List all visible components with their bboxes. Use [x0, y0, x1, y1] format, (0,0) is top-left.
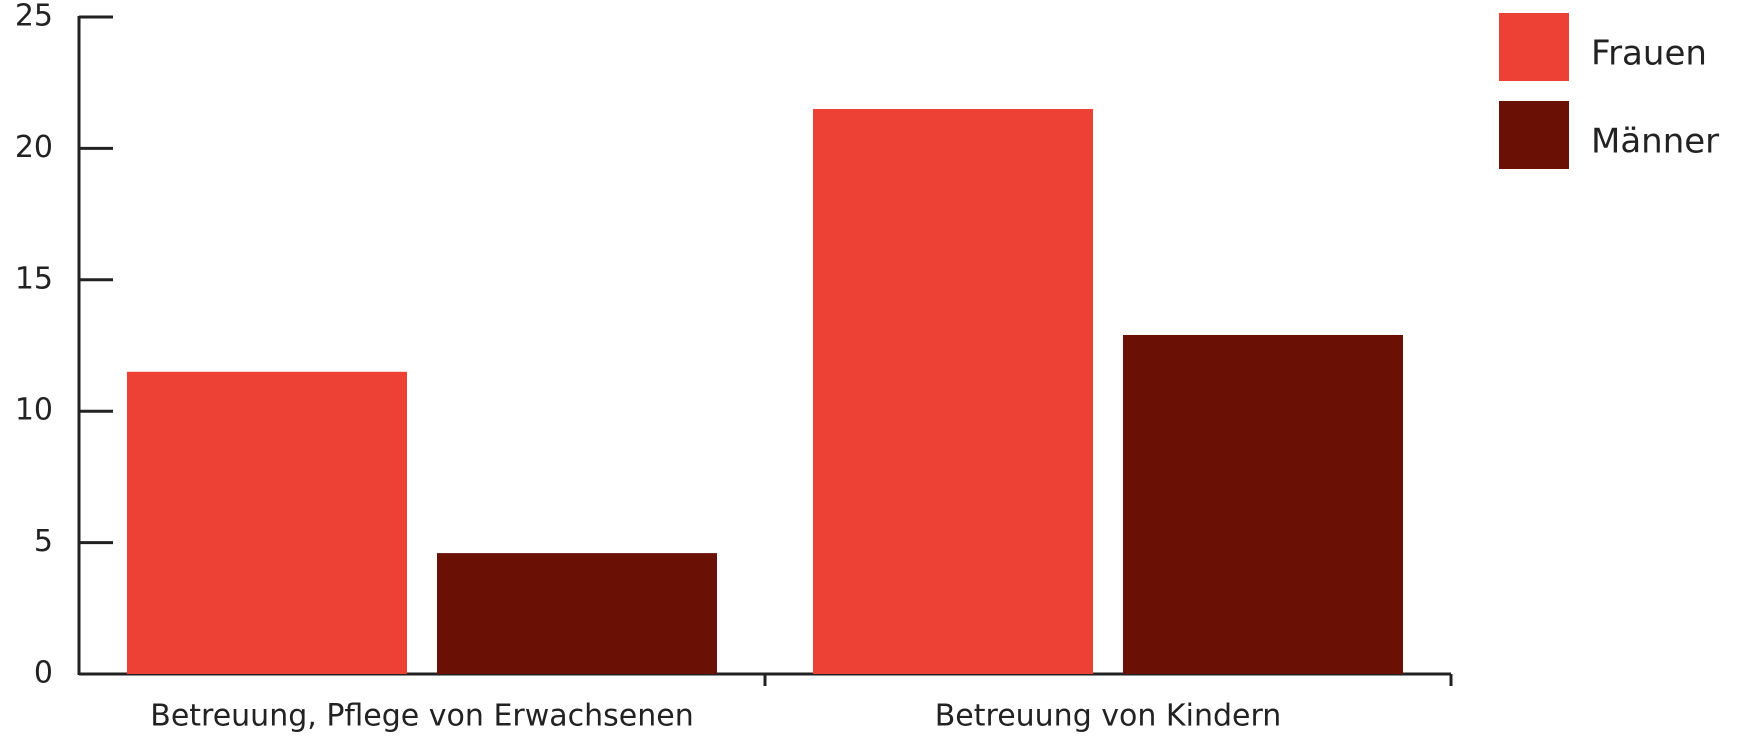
legend-label: Männer	[1591, 122, 1719, 162]
y-tick-label: 0	[34, 656, 53, 691]
y-tick-label: 15	[15, 261, 53, 296]
legend-label: Frauen	[1591, 34, 1707, 74]
y-tick-label: 5	[34, 524, 53, 559]
y-tick-label: 20	[15, 130, 53, 165]
legend-swatch	[1499, 101, 1569, 169]
y-tick-label: 25	[15, 0, 53, 34]
bar	[1123, 334, 1403, 674]
x-tick-label: Betreuung, Pflege von Erwachsenen	[150, 699, 694, 734]
bar	[813, 108, 1093, 675]
legend-swatch	[1499, 13, 1569, 81]
y-tick-label: 10	[15, 393, 53, 428]
bar	[437, 553, 717, 674]
bar	[127, 371, 407, 674]
x-tick-label: Betreuung von Kindern	[935, 699, 1282, 734]
